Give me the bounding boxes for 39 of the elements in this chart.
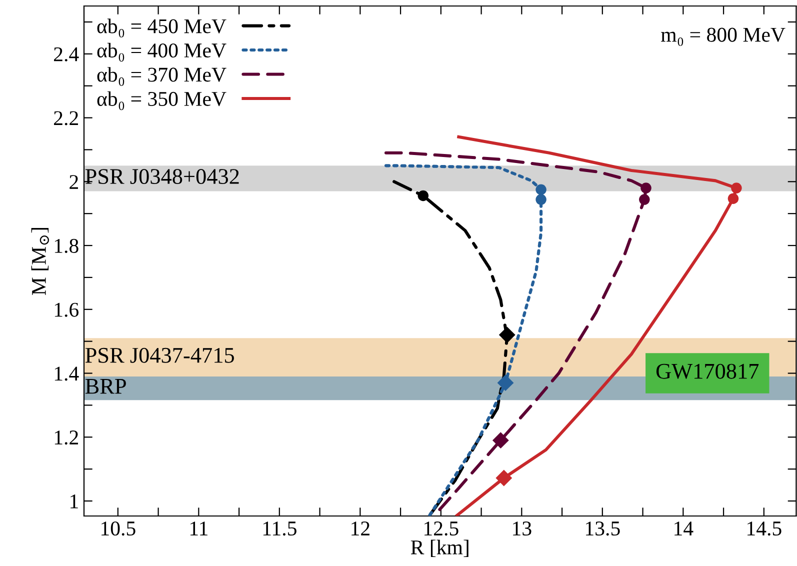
x-axis-title: R [km] — [410, 540, 468, 557]
x-tick-label: 10.5 — [102, 521, 136, 536]
point — [498, 326, 516, 344]
y-tick-label: 1.8 — [54, 238, 78, 254]
x-tick-label: 14 — [674, 522, 694, 536]
point — [728, 193, 739, 204]
y-tick-label: 2 — [70, 175, 78, 189]
y-tick-label: 1.2 — [54, 430, 78, 445]
y-tick-label: 1 — [70, 494, 78, 508]
x-tick-label: 11 — [190, 522, 208, 536]
legend-label: αb₀ = 350 MeV — [97, 91, 226, 110]
annotation: m₀ = 800 MeV — [661, 28, 786, 46]
y-tick-label: 1.6 — [54, 302, 79, 317]
y-tick-label: 2.2 — [54, 111, 78, 126]
band-label: BRP — [85, 379, 126, 394]
x-tick-label: 12.5 — [424, 522, 458, 536]
band-label: PSR J0348+0432 — [85, 169, 239, 184]
y-tick-label: 1.4 — [54, 366, 79, 381]
x-tick-label: 12 — [352, 522, 370, 536]
point — [536, 194, 546, 205]
legend-label: αb₀ = 400 MeV — [97, 42, 226, 62]
y-tick-label: 2.4 — [54, 47, 79, 62]
point — [639, 194, 650, 205]
x-tick-label: 13 — [513, 522, 532, 536]
point — [640, 182, 652, 194]
point — [418, 190, 429, 202]
annotation: GW170817 — [656, 364, 759, 379]
point — [536, 184, 546, 196]
point — [496, 470, 512, 486]
legend-label: αb₀ = 370 MeV — [97, 67, 226, 86]
point — [731, 182, 742, 194]
x-tick-label: 14.5 — [748, 522, 782, 536]
band-label: PSR J0437-4715 — [85, 348, 234, 363]
point — [497, 374, 514, 392]
point — [492, 432, 509, 449]
y-axis-title: M [M$_{⊙}$] — [31, 228, 49, 295]
x-tick-label: 11.5 — [263, 522, 296, 536]
legend-label: αb₀ = 450 MeV — [97, 18, 226, 38]
x-tick-label: 13.5 — [586, 522, 620, 536]
